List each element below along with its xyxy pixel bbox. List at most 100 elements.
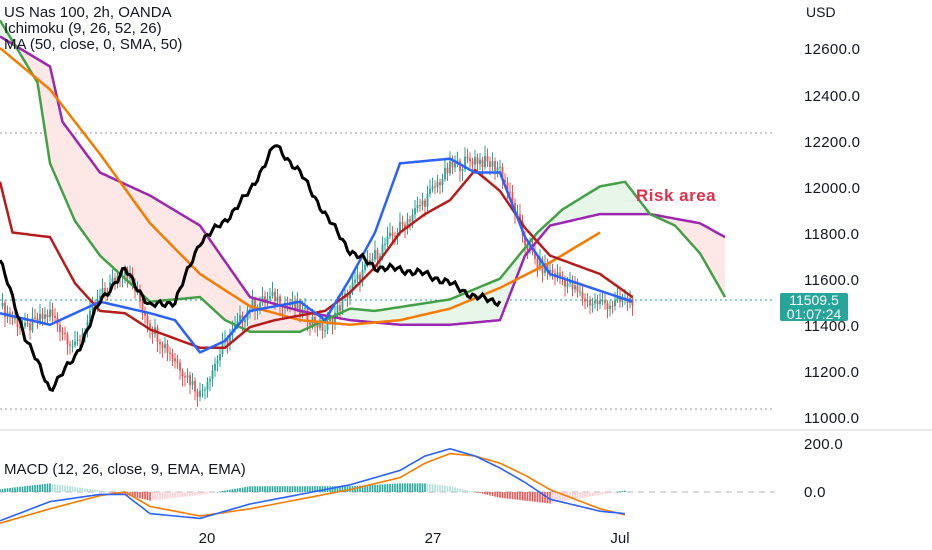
macd-histogram-bar <box>409 483 411 492</box>
cloud-segment <box>580 197 583 219</box>
candle-body <box>271 291 274 296</box>
candle-body <box>444 167 446 180</box>
candle-body <box>61 332 64 334</box>
macd-histogram-bar <box>26 485 29 492</box>
cloud-segment <box>377 310 380 323</box>
candle-body <box>499 166 501 168</box>
macd-histogram-bar <box>121 492 124 495</box>
cloud-segment <box>197 224 200 298</box>
macd-histogram-bar <box>259 486 261 492</box>
cloud-segment <box>132 187 135 288</box>
cloud-segment <box>50 66 53 170</box>
cloud-segment <box>145 193 148 300</box>
cloud-segment <box>117 180 120 275</box>
bar-countdown: 01:07:24 <box>786 306 842 322</box>
cloud-segment <box>685 220 688 240</box>
cloud-segment <box>630 188 633 215</box>
macd-histogram-bar <box>404 483 406 492</box>
macd-histogram-bar <box>379 484 381 492</box>
macd-histogram-bar <box>621 490 624 492</box>
price-tick: 11000.0 <box>804 410 860 427</box>
candle-body <box>446 167 449 174</box>
candle-body <box>576 285 579 292</box>
candle-body <box>376 249 379 260</box>
cloud-segment <box>167 206 170 301</box>
candle-body <box>169 352 171 354</box>
macd-histogram-bar <box>166 492 169 499</box>
macd-histogram-bar <box>96 490 99 492</box>
macd-histogram-bar <box>389 483 391 492</box>
macd-histogram-bar <box>361 485 364 492</box>
cloud-segment <box>355 309 358 321</box>
candle-body <box>189 375 191 385</box>
candle-body <box>449 161 451 174</box>
candle-body <box>166 344 169 353</box>
cloud-segment <box>232 272 235 325</box>
macd-histogram-bar <box>269 486 271 492</box>
candle-body <box>601 300 604 302</box>
macd-histogram-bar <box>6 488 9 492</box>
cloud-segment <box>125 184 128 281</box>
macd-histogram-bar <box>89 489 91 492</box>
macd-histogram-bar <box>61 485 64 492</box>
candle-body <box>69 344 71 346</box>
cloud-segment <box>230 268 233 324</box>
candle-body <box>559 272 561 278</box>
cloud-segment <box>82 148 85 235</box>
macd-histogram-bar <box>321 486 324 492</box>
macd-histogram-bar <box>364 485 366 492</box>
candle-body <box>614 300 616 307</box>
macd-histogram-bar <box>301 486 304 492</box>
cloud-segment <box>220 254 223 318</box>
candle-body <box>471 161 474 165</box>
cloud-segment <box>562 207 565 223</box>
macd-histogram-bar <box>414 483 416 492</box>
macd-histogram-bar <box>556 492 559 503</box>
ma-legend[interactable]: MA (50, close, 0, SMA, 50) <box>4 36 183 53</box>
macd-histogram-bar <box>346 486 349 492</box>
macd-histogram-bar <box>469 490 471 492</box>
candle-body <box>141 302 144 312</box>
macd-histogram-bar <box>74 486 76 492</box>
macd-histogram-bar <box>161 492 164 500</box>
candle-body <box>401 222 404 225</box>
candle-body <box>489 161 491 167</box>
candle-body <box>26 322 29 324</box>
cloud-segment <box>70 131 73 216</box>
cloud-segment <box>497 278 500 321</box>
cloud-segment <box>417 303 420 325</box>
candle-body <box>156 327 159 342</box>
macd-legend[interactable]: MACD (12, 26, close, 9, EMA, EMA) <box>4 461 246 478</box>
ichimoku-legend[interactable]: Ichimoku (9, 26, 52, 26) <box>4 20 162 37</box>
candle-body <box>424 200 426 207</box>
macd-histogram-bar <box>319 486 321 492</box>
candle-body <box>411 214 414 222</box>
macd-histogram-bar <box>394 483 396 492</box>
candle-body <box>269 295 271 299</box>
candle-body <box>566 283 569 287</box>
macd-histogram-bar <box>616 491 619 493</box>
candle-body <box>546 263 549 273</box>
candle-body <box>1 302 4 307</box>
candle-body <box>479 159 481 165</box>
cloud-segment <box>195 222 198 298</box>
cloud-segment <box>357 309 360 322</box>
cloud-segment <box>375 310 378 323</box>
cloud-segment <box>272 303 275 332</box>
macd-histogram-bar <box>279 486 281 492</box>
macd-histogram-bar <box>191 492 194 496</box>
cloud-segment <box>347 308 350 321</box>
cloud-segment <box>275 303 278 332</box>
macd-histogram-bar <box>606 492 609 494</box>
macd-histogram-bar <box>266 486 269 492</box>
macd-histogram-bar <box>234 488 236 492</box>
cloud-segment <box>402 306 405 325</box>
candle-body <box>49 309 51 318</box>
candle-body <box>509 191 511 193</box>
macd-histogram-bar <box>169 492 171 499</box>
macd-histogram-bar <box>551 492 554 504</box>
candle-body <box>44 314 46 319</box>
cloud-segment <box>610 184 613 215</box>
candle-body <box>294 300 296 310</box>
